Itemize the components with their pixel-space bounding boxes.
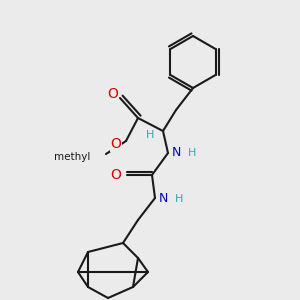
Text: O: O: [111, 168, 122, 182]
Text: O: O: [108, 87, 118, 101]
Text: N: N: [158, 193, 168, 206]
Text: H: H: [188, 148, 196, 158]
Text: H: H: [146, 130, 154, 140]
Text: H: H: [175, 194, 183, 204]
Text: O: O: [111, 137, 122, 151]
Text: methyl: methyl: [54, 152, 90, 162]
Text: N: N: [171, 146, 181, 160]
